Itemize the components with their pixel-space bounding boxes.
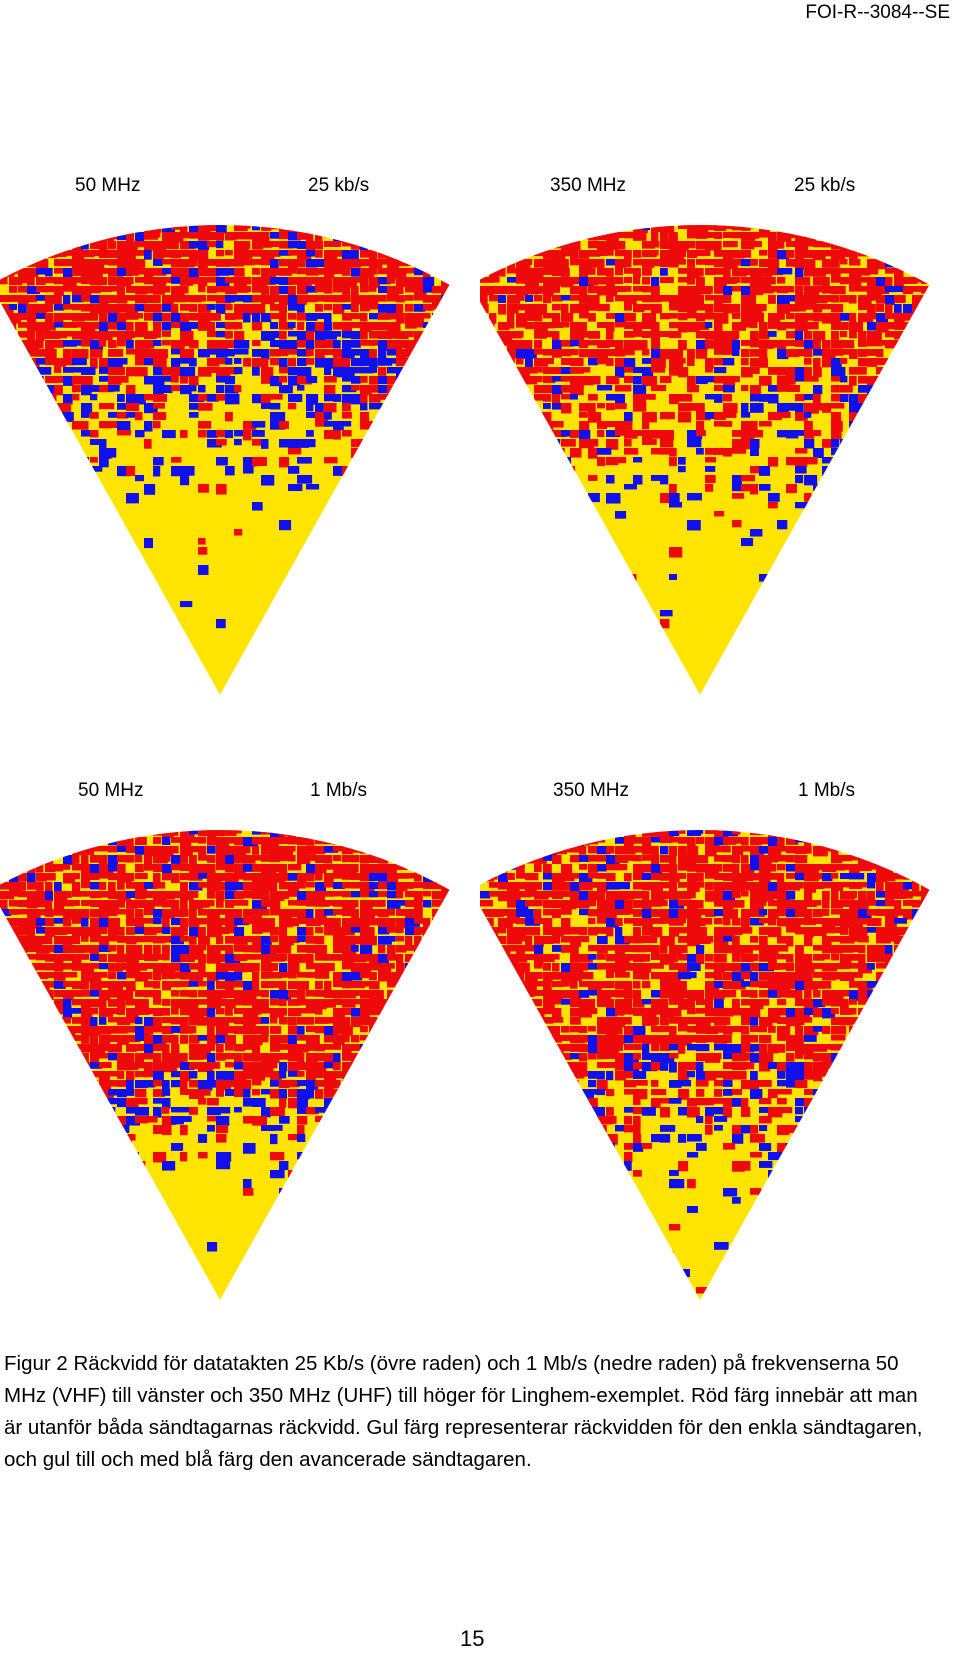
panel-2-frequency: 350 MHz — [550, 175, 627, 196]
coverage-map-350mhz-25kbs — [480, 225, 930, 696]
report-id: FOI-R--3084--SE — [805, 2, 950, 23]
page-number: 15 — [460, 1626, 485, 1651]
coverage-map-50mhz-1mbs — [0, 830, 450, 1301]
panel-1-frequency: 50 MHz — [75, 175, 141, 196]
panel-4-frequency: 350 MHz — [553, 780, 630, 801]
panel-1-rate: 25 kb/s — [308, 175, 370, 196]
panel-2-rate: 25 kb/s — [794, 175, 856, 196]
panel-3-rate: 1 Mb/s — [310, 780, 368, 801]
coverage-map-50mhz-25kbs — [0, 225, 450, 696]
figure-caption: Figur 2 Räckvidd för datatakten 25 Kb/s … — [4, 1352, 923, 1471]
coverage-map-350mhz-1mbs — [480, 830, 930, 1301]
panel-3-frequency: 50 MHz — [78, 780, 144, 801]
panel-4-rate: 1 Mb/s — [798, 780, 856, 801]
